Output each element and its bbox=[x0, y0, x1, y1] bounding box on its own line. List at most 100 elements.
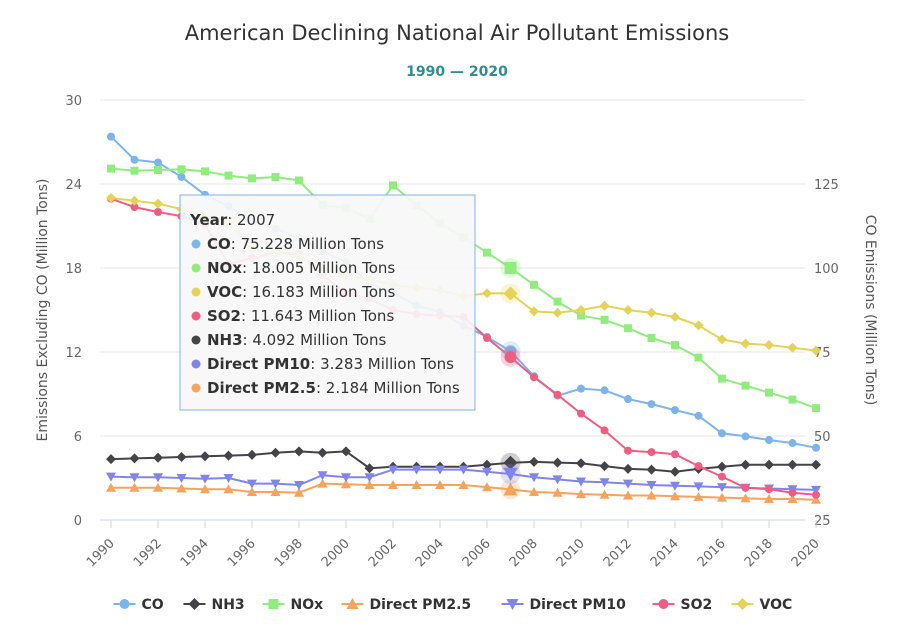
data-point-nox bbox=[177, 165, 186, 174]
data-point-direct-pm10 bbox=[153, 473, 163, 483]
tooltip-series-name: SO2 bbox=[207, 307, 241, 325]
tooltip-series-name: Direct PM2.5 bbox=[207, 379, 316, 397]
data-point-nh3 bbox=[317, 447, 328, 458]
data-point-so2 bbox=[718, 472, 726, 481]
data-point-co bbox=[600, 386, 609, 395]
tooltip-series-name: NOx bbox=[207, 259, 242, 277]
data-point-direct-pm10 bbox=[223, 474, 234, 483]
data-point-nox bbox=[154, 166, 162, 174]
x-tick-label: 2010 bbox=[554, 536, 588, 570]
data-point-nh3 bbox=[599, 461, 610, 472]
data-point-direct-pm2-5 bbox=[787, 494, 798, 503]
data-point-direct-pm10 bbox=[341, 473, 351, 483]
legend-item-direct-pm2-5[interactable]: Direct PM2.5 bbox=[341, 597, 472, 613]
data-point-nh3 bbox=[787, 459, 798, 470]
left-tick-label: 30 bbox=[65, 94, 82, 109]
data-point-nh3 bbox=[670, 466, 680, 477]
data-point-direct-pm2-5 bbox=[576, 489, 586, 499]
data-point-co bbox=[812, 443, 820, 452]
data-point-nox bbox=[201, 167, 209, 176]
legend-label: Direct PM2.5 bbox=[370, 597, 472, 613]
x-tick-label: 2004 bbox=[413, 536, 447, 570]
data-point-nox bbox=[130, 166, 139, 175]
tooltip-swatch bbox=[191, 383, 201, 393]
data-point-co bbox=[130, 155, 139, 164]
data-point-direct-pm10 bbox=[435, 465, 445, 475]
data-point-so2 bbox=[483, 334, 491, 342]
legend-item-co[interactable]: CO bbox=[113, 597, 164, 613]
data-point-nh3 bbox=[106, 454, 116, 465]
legend-item-direct-pm10[interactable]: Direct PM10 bbox=[501, 597, 627, 613]
tooltip-swatch bbox=[191, 335, 201, 345]
data-point-nox bbox=[671, 341, 679, 349]
data-point-co bbox=[718, 429, 726, 438]
data-point-direct-pm2-5 bbox=[717, 492, 727, 502]
data-point-nh3 bbox=[717, 461, 727, 472]
data-point-nh3 bbox=[176, 452, 187, 462]
data-point-direct-pm2-5 bbox=[740, 493, 751, 503]
data-point-direct-pm2-5 bbox=[552, 487, 563, 497]
series-direct-pm2-5 bbox=[106, 478, 821, 504]
data-point-nh3 bbox=[270, 447, 281, 458]
legend-marker bbox=[188, 598, 201, 610]
tooltip-header: Year: 2007 bbox=[189, 211, 275, 229]
data-point-direct-pm10 bbox=[717, 483, 727, 493]
tooltip-series-value: 4.092 Million Tons bbox=[252, 331, 386, 349]
legend-label: VOC bbox=[760, 597, 793, 613]
data-point-direct-pm2-5 bbox=[317, 478, 328, 488]
x-tick-label: 1998 bbox=[272, 536, 306, 570]
data-point-voc bbox=[646, 307, 657, 318]
tooltip: Year: 2007 CO: 75.228 Million Tons NOx: 18… bbox=[179, 194, 476, 411]
right-tick-label: 25 bbox=[814, 514, 831, 529]
tooltip-row: Direct PM10: 3.283 Million Tons bbox=[207, 355, 454, 373]
x-tick-label: 2016 bbox=[695, 536, 729, 570]
data-point-nox bbox=[577, 311, 585, 320]
tooltip-row: SO2: 11.643 Million Tons bbox=[207, 307, 394, 325]
legend-item-nox[interactable]: NOx bbox=[262, 597, 324, 613]
legend-marker bbox=[736, 598, 749, 610]
legend-marker bbox=[268, 599, 279, 609]
left-axis-title: Emissions Excluding CO (Million Tons) bbox=[35, 179, 51, 442]
data-point-co bbox=[624, 395, 632, 404]
tooltip-series-value: 18.005 Million Tons bbox=[252, 259, 396, 277]
tooltip-row: Direct PM2.5: 2.184 Million Tons bbox=[207, 379, 460, 397]
tooltip-swatch bbox=[191, 359, 201, 369]
data-point-voc bbox=[717, 334, 727, 345]
data-point-co bbox=[741, 432, 750, 441]
data-point-nox bbox=[624, 324, 632, 333]
data-point-direct-pm10 bbox=[317, 471, 328, 481]
data-point-direct-pm10 bbox=[364, 473, 375, 483]
legend-label: CO bbox=[142, 597, 164, 613]
right-tick-label: 50 bbox=[814, 430, 831, 445]
legend-item-voc[interactable]: VOC bbox=[731, 597, 793, 613]
data-point-direct-pm10 bbox=[576, 477, 586, 487]
data-point-direct-pm2-5 bbox=[435, 480, 445, 489]
data-point-nox bbox=[295, 176, 303, 185]
tooltip-series-name: CO bbox=[207, 235, 231, 253]
tooltip-colon: : bbox=[243, 331, 253, 349]
data-point-co bbox=[765, 436, 773, 445]
data-point-direct-pm2-5 bbox=[646, 490, 657, 500]
data-point-direct-pm2-5 bbox=[693, 491, 704, 501]
data-point-direct-pm10 bbox=[811, 485, 821, 495]
data-point-co bbox=[107, 132, 115, 141]
data-point-co bbox=[788, 439, 797, 448]
data-point-direct-pm10 bbox=[294, 481, 304, 490]
legend-item-nh3[interactable]: NH3 bbox=[183, 597, 245, 613]
data-point-co bbox=[577, 384, 585, 393]
data-point-so2 bbox=[741, 483, 750, 492]
legend-item-so2[interactable]: SO2 bbox=[652, 597, 713, 613]
tooltip-colon: : bbox=[231, 235, 241, 253]
tooltip-series-name: Direct PM10 bbox=[207, 355, 310, 373]
tooltip-row: NOx: 18.005 Million Tons bbox=[207, 259, 395, 277]
data-point-nh3 bbox=[294, 446, 304, 457]
data-point-nh3 bbox=[623, 463, 633, 474]
data-point-voc bbox=[552, 307, 563, 318]
legend-marker bbox=[346, 598, 359, 609]
data-point-direct-pm2-5 bbox=[811, 494, 821, 504]
data-point-nh3 bbox=[129, 453, 140, 464]
data-point-nox bbox=[224, 171, 233, 180]
data-point-direct-pm10 bbox=[129, 473, 140, 483]
data-point-nox bbox=[812, 404, 820, 413]
